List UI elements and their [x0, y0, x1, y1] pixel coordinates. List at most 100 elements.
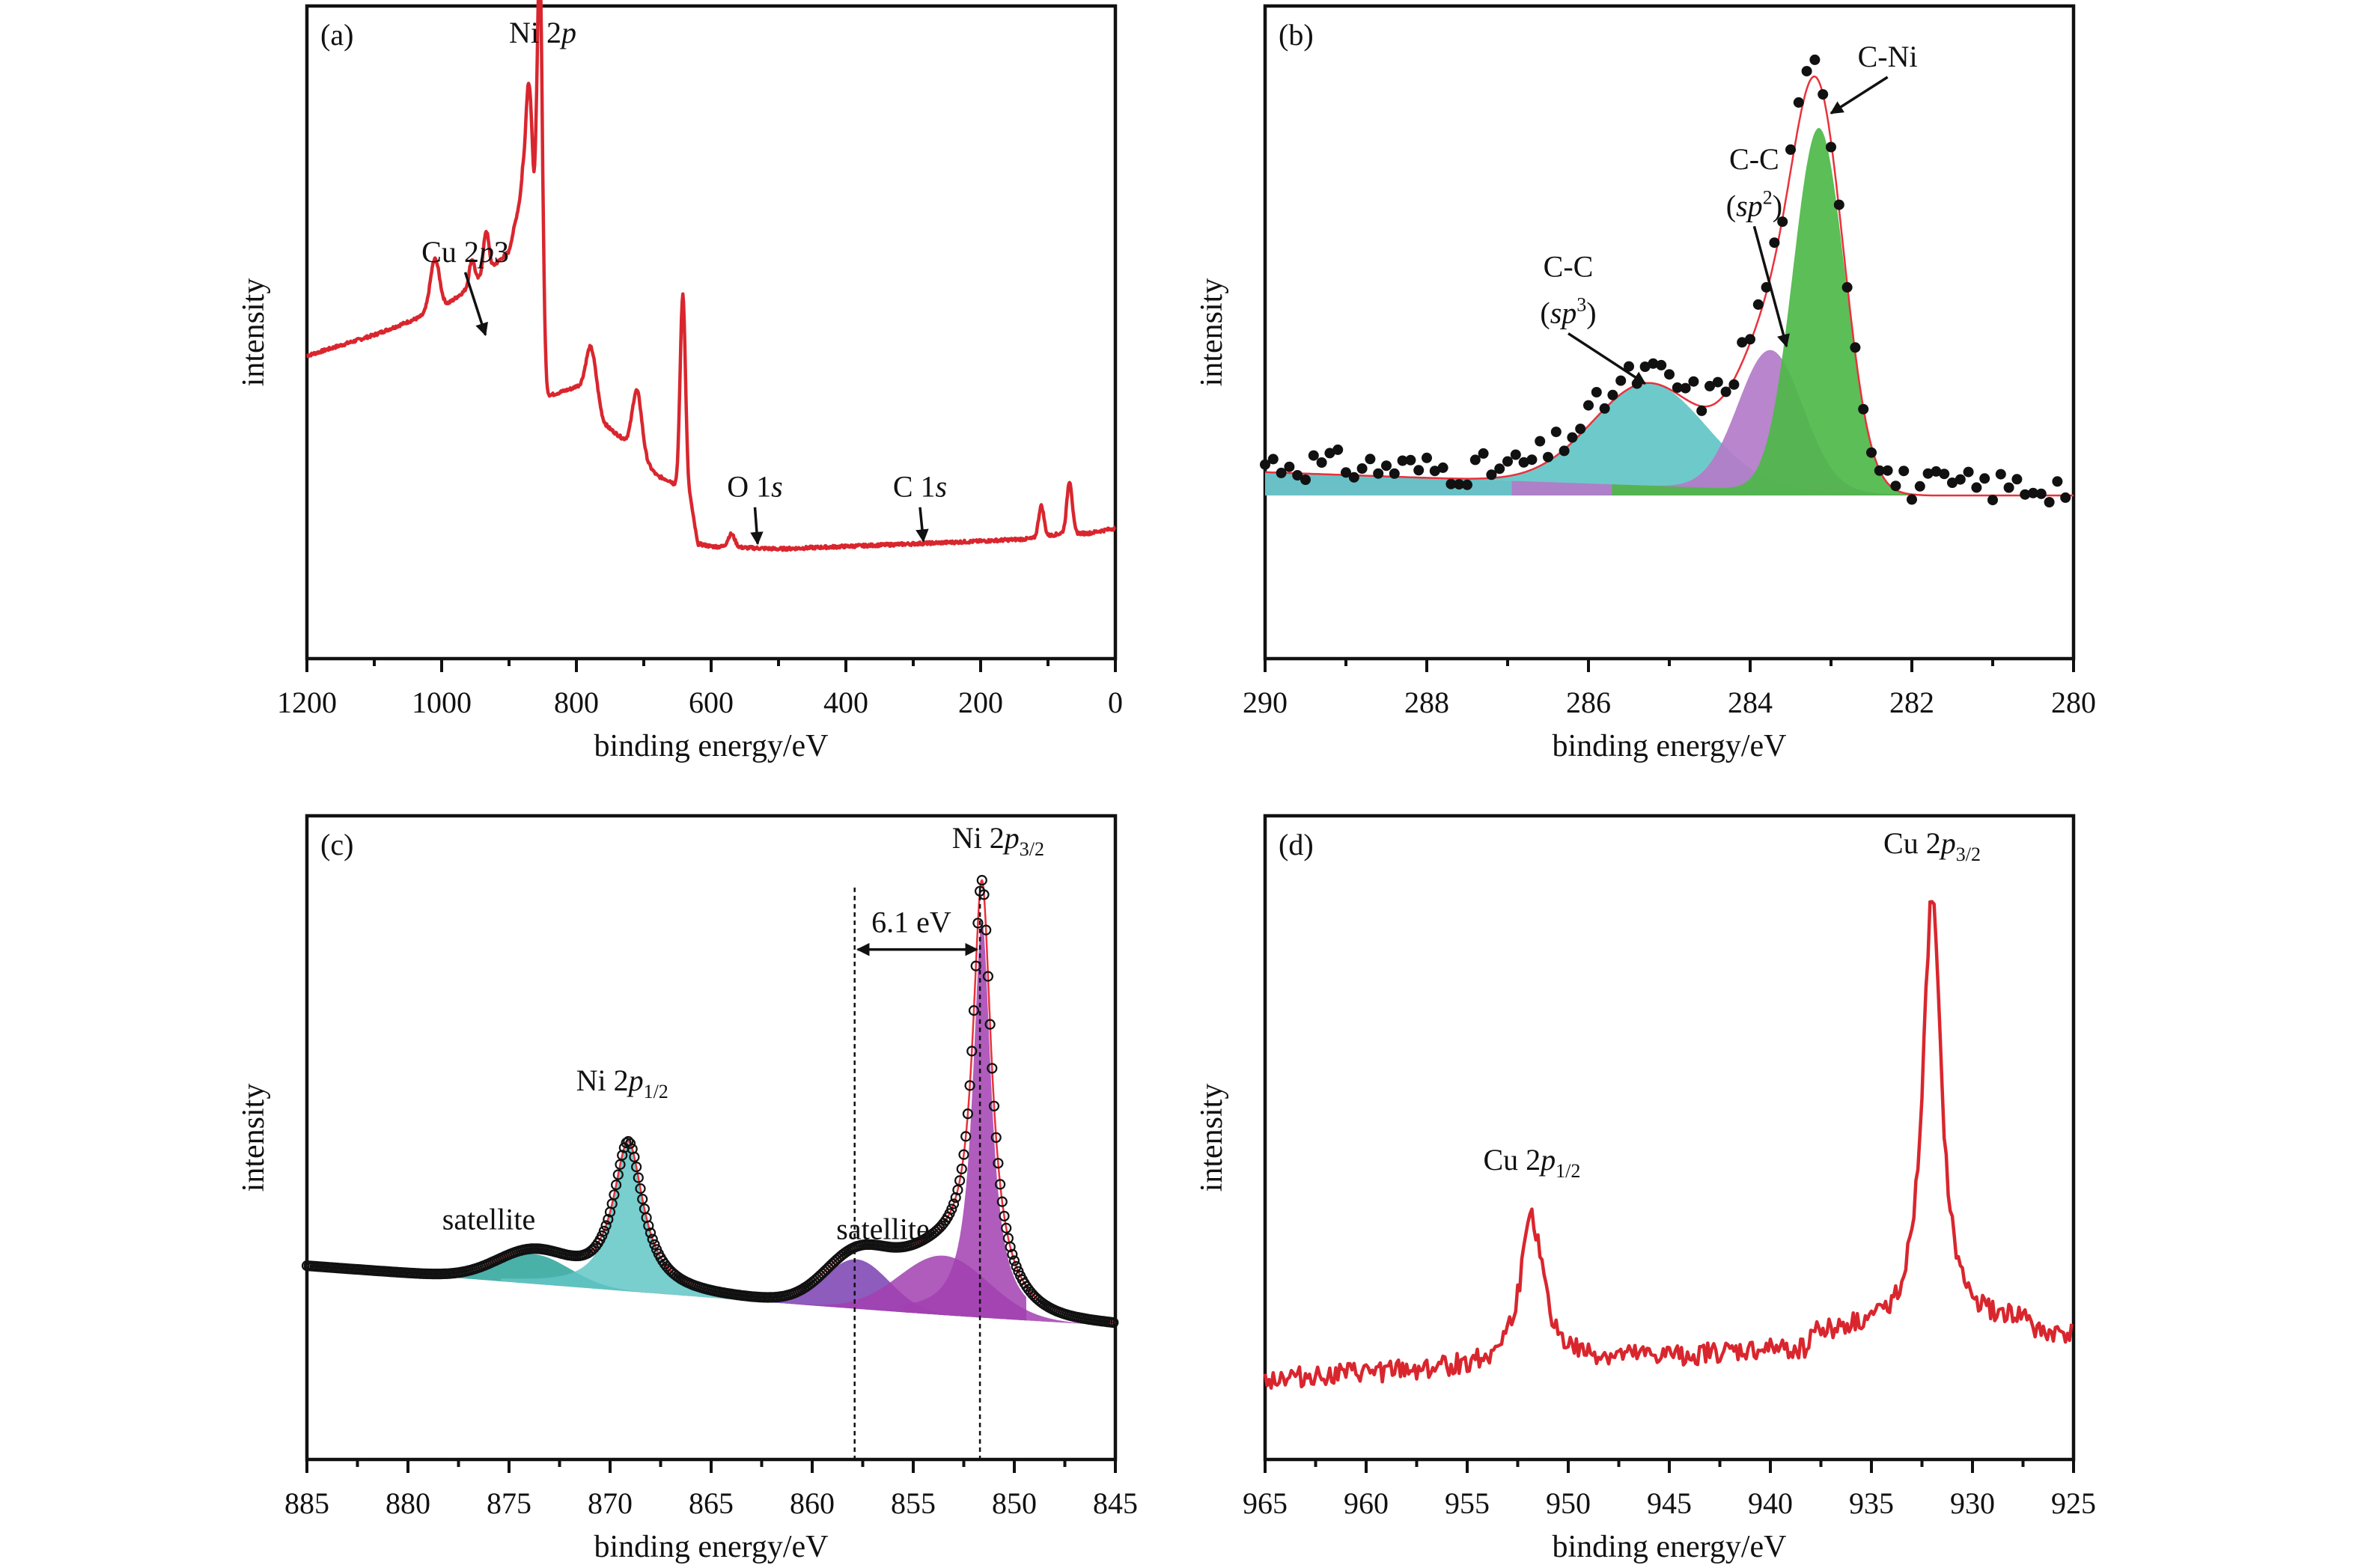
data-point	[1850, 342, 1861, 353]
data-point	[1518, 457, 1529, 468]
x-tick-label: 925	[2051, 1486, 2096, 1520]
data-point	[610, 1179, 622, 1191]
data-point	[1939, 469, 1950, 480]
data-point	[2011, 474, 2023, 485]
data-point	[1356, 463, 1368, 474]
data-point	[987, 1063, 998, 1074]
annotation-arrow	[1568, 332, 1647, 385]
panel-b: 290 288 286 284 282 280 binding energy/eV inten…	[1195, 4, 2096, 763]
x-tick-label: 865	[689, 1486, 734, 1520]
data-point	[1284, 461, 1295, 472]
data-point	[1413, 465, 1425, 476]
data-point	[1818, 89, 1829, 100]
panel-label: (a)	[320, 18, 353, 52]
data-point	[645, 1227, 656, 1239]
data-point	[603, 1213, 614, 1225]
fit-component-magenta	[904, 921, 1027, 1321]
data-point	[1639, 362, 1651, 372]
data-point	[976, 874, 987, 886]
component-annotation: C-C	[1729, 142, 1779, 176]
data-point	[1833, 199, 1844, 210]
data-point	[1907, 494, 1917, 505]
data-point	[1332, 444, 1344, 455]
data-point	[1559, 445, 1570, 457]
data-point	[1575, 424, 1586, 434]
data-point	[1348, 472, 1359, 483]
data-point	[1841, 281, 1853, 293]
data-point	[1001, 1222, 1012, 1234]
data-point	[948, 1198, 960, 1209]
component-annotation: C-Ni	[1858, 40, 1918, 73]
data-point	[1720, 386, 1731, 397]
data-point	[956, 1163, 967, 1175]
data-point	[1308, 450, 1319, 461]
x-tick-label: 880	[386, 1486, 430, 1520]
data-point	[643, 1220, 654, 1231]
data-point	[1292, 470, 1303, 481]
x-tick-label: 850	[992, 1486, 1037, 1520]
data-point	[1535, 436, 1546, 447]
data-point	[1963, 466, 1974, 478]
component-annotation: C-C	[1544, 249, 1594, 283]
data-point	[1462, 479, 1472, 490]
data-point	[630, 1161, 642, 1173]
peak-annotation: O 1s	[727, 470, 782, 504]
x-tick-label: 930	[1950, 1486, 1995, 1520]
panel-label: (b)	[1279, 18, 1314, 52]
panel-d: 965 960 955 950 945 940 935 930 925 binding energ…	[1195, 814, 2096, 1564]
data-point	[960, 1131, 972, 1142]
annotation-arrow	[750, 507, 764, 546]
data-point	[1381, 460, 1392, 472]
data-point	[609, 1189, 620, 1201]
data-point	[1454, 479, 1465, 490]
data-point	[1108, 1317, 1119, 1328]
component-annotation: (sp2)	[1726, 186, 1782, 222]
data-point	[1316, 457, 1327, 468]
x-tick-label: 282	[1889, 686, 1934, 719]
x-tick-label: 288	[1404, 686, 1449, 719]
fit-envelope-line	[1265, 75, 2074, 497]
peak-annotation: Ni 2p	[509, 16, 576, 49]
x-axis-label: binding energy/eV	[1553, 1530, 1787, 1564]
data-point	[1826, 141, 1836, 153]
x-tick-label: 960	[1344, 1486, 1389, 1520]
cu-spectrum-line	[1263, 900, 2074, 1390]
x-tick-label: 885	[284, 1486, 329, 1520]
data-point	[966, 1046, 978, 1057]
data-point	[1922, 468, 1934, 479]
data-point	[1809, 54, 1821, 65]
data-point	[635, 1183, 646, 1195]
annotation-arrow	[463, 272, 488, 337]
data-point	[982, 971, 994, 982]
data-point	[994, 1179, 1006, 1190]
data-point	[1550, 427, 1562, 437]
x-tick-label: 400	[823, 686, 868, 719]
data-point	[1947, 478, 1958, 488]
data-point	[1389, 468, 1400, 479]
data-point	[1688, 376, 1699, 387]
fit-component-cyan	[1265, 382, 2074, 495]
data-point	[1276, 467, 1287, 478]
x-tick-label: 940	[1748, 1486, 1793, 1520]
data-point	[1486, 469, 1497, 481]
data-point	[958, 1149, 969, 1160]
data-point	[629, 1151, 640, 1163]
x-tick-label: 860	[790, 1486, 835, 1520]
y-axis-label: intensity	[1195, 278, 1229, 387]
data-point	[621, 1137, 632, 1149]
data-point	[1469, 454, 1481, 466]
data-point	[1955, 474, 1966, 485]
data-point	[1712, 376, 1723, 388]
data-point	[598, 1225, 610, 1236]
y-axis-label: intensity	[237, 278, 271, 387]
x-tick-label: 284	[1728, 686, 1773, 719]
data-point	[1599, 403, 1610, 414]
data-point	[993, 1158, 1004, 1169]
peak-annotation: Cu 2p3	[421, 235, 509, 269]
data-point	[1437, 462, 1448, 473]
data-point	[633, 1172, 644, 1183]
x-tick-label: 600	[689, 686, 734, 719]
x-tick-label: 935	[1849, 1486, 1894, 1520]
data-point	[1979, 473, 1990, 484]
